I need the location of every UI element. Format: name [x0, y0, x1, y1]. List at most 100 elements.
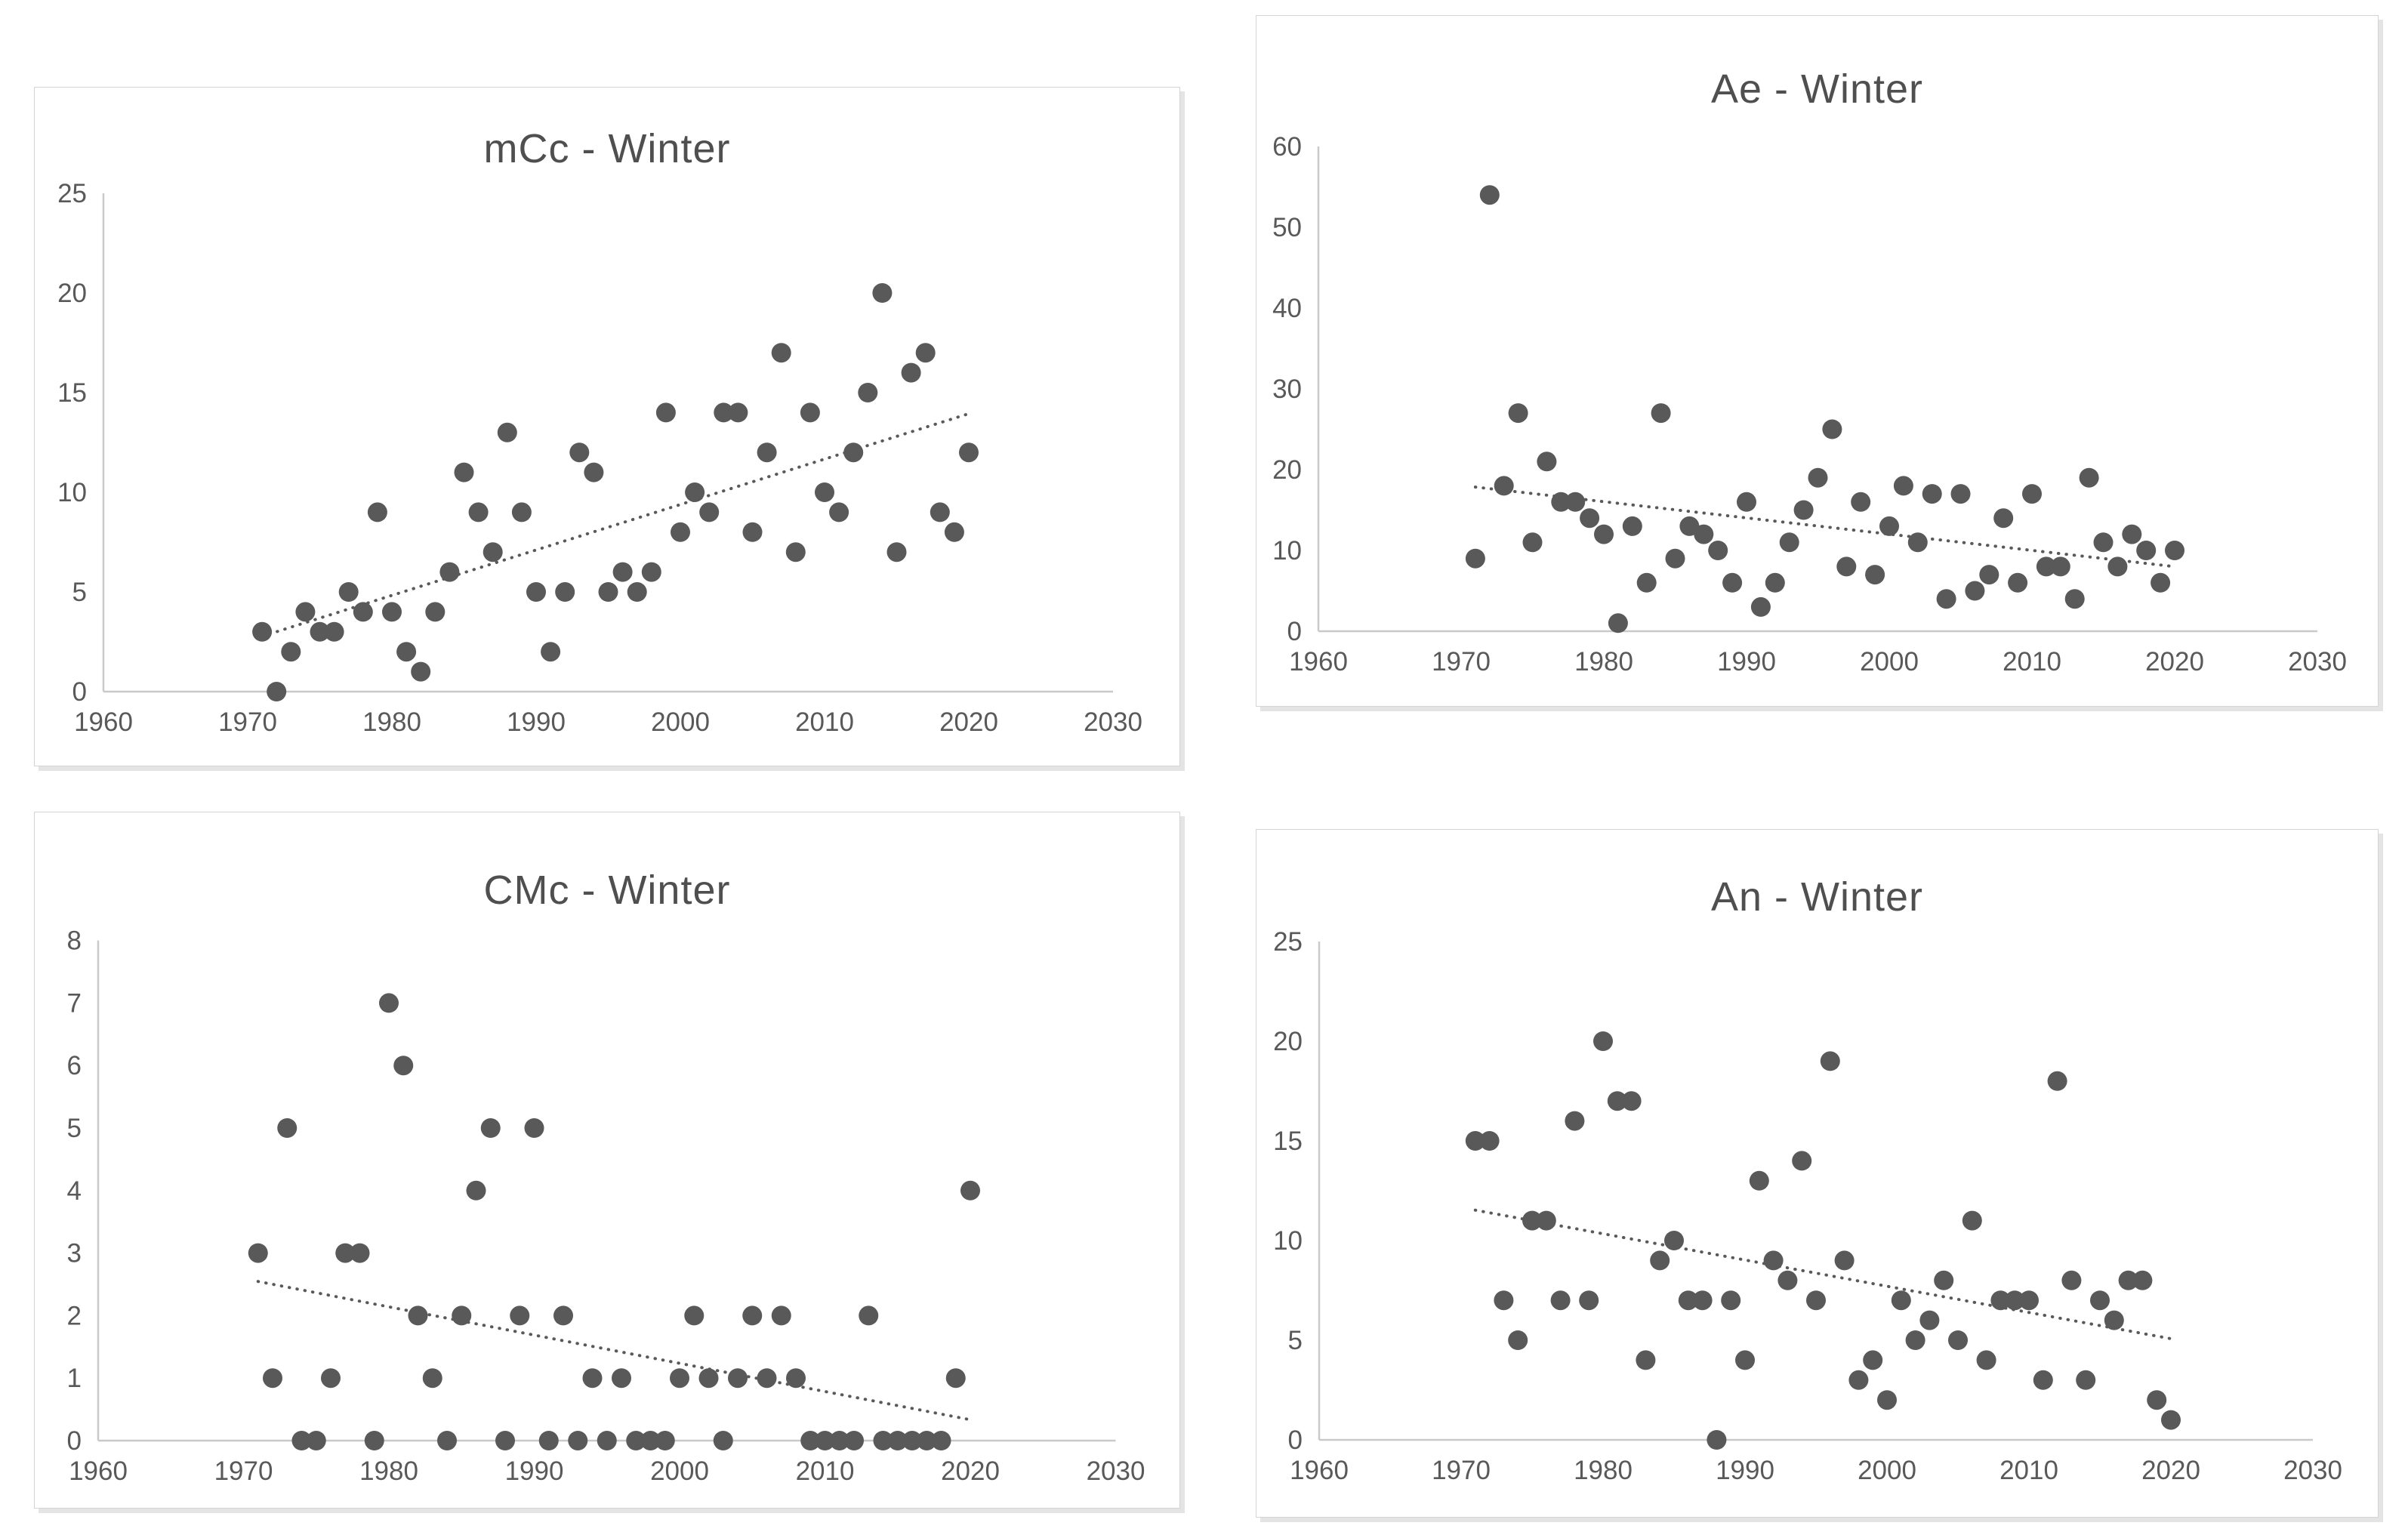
data-point [382, 602, 402, 622]
x-tick-label: 2000 [650, 1456, 709, 1486]
data-point [1465, 1131, 1485, 1151]
chart-panel-an-winter[interactable]: An - Winter 0 5 10 15 20 25 1960 1970 1980 1990 20… [1256, 829, 2379, 1518]
data-point [1494, 1290, 1514, 1311]
data-point [277, 1118, 298, 1138]
data-point [2022, 484, 2042, 504]
data-point [1792, 1151, 1812, 1171]
data-point [757, 1368, 777, 1389]
data-point [468, 502, 489, 522]
data-point [671, 522, 690, 542]
y-tick-label: 3 [67, 1239, 82, 1268]
data-point [1820, 1051, 1840, 1071]
y-tick-label: 1 [67, 1364, 82, 1393]
data-point [452, 1305, 472, 1326]
data-point [2132, 1270, 2153, 1290]
x-tick-label: 1980 [1574, 647, 1633, 677]
data-point [917, 1431, 937, 1450]
data-point [1891, 1290, 1911, 1311]
y-tick-label: 0 [72, 677, 87, 707]
data-point [295, 602, 316, 622]
data-point [1749, 1170, 1769, 1191]
data-point [2047, 1071, 2067, 1091]
data-point [655, 1431, 675, 1450]
data-point [1608, 613, 1628, 633]
data-point [1664, 1231, 1684, 1250]
data-point [931, 1431, 951, 1450]
data-point [367, 502, 387, 522]
data-point [1990, 1290, 2011, 1311]
data-point [584, 462, 604, 482]
data-point [364, 1431, 384, 1450]
data-point [1793, 500, 1814, 520]
data-point [310, 621, 330, 642]
data-point [1594, 524, 1614, 544]
data-point [2005, 1290, 2025, 1311]
y-tick-label: 40 [1272, 294, 1302, 323]
data-point [1550, 1290, 1571, 1311]
data-point [640, 1431, 661, 1450]
data-point [568, 1431, 588, 1450]
data-point [612, 1368, 631, 1389]
x-tick-label: 2000 [1858, 1456, 1916, 1485]
y-tick-label: 20 [1272, 455, 1302, 485]
y-tick-label: 5 [1288, 1326, 1303, 1355]
data-point [553, 1305, 573, 1326]
data-point [1976, 1350, 1996, 1370]
data-point [698, 1368, 719, 1389]
y-tick-label: 0 [67, 1426, 82, 1456]
data-point [1808, 467, 1828, 488]
data-point [1565, 492, 1586, 512]
data-point [321, 1368, 341, 1389]
data-point [1679, 516, 1700, 536]
data-point [411, 661, 431, 682]
data-point [843, 442, 864, 463]
y-tick-label: 0 [1288, 1426, 1303, 1455]
data-point [1551, 492, 1571, 512]
data-point [2019, 1290, 2039, 1311]
data-point [454, 462, 474, 482]
x-tick-label: 2020 [2141, 1456, 2200, 1485]
chart-panel-cmc-winter[interactable]: CMc - Winter 0 1 2 3 4 5 6 7 8 1960 1970 1980 1990 20… [34, 812, 1180, 1509]
data-point [1636, 1350, 1656, 1370]
data-point [612, 562, 633, 582]
data-point [338, 582, 359, 602]
y-tick-label: 20 [1273, 1027, 1303, 1056]
data-point [873, 1431, 893, 1450]
x-tick-label: 2030 [2283, 1456, 2342, 1485]
x-tick-label: 1960 [74, 707, 133, 737]
data-point [742, 522, 763, 542]
data-point [886, 542, 907, 563]
data-point [1834, 1250, 1855, 1271]
chart-title: mCc - Winter [483, 126, 731, 171]
data-point [1565, 1111, 1585, 1131]
x-tick-label: 1970 [218, 707, 277, 737]
chart-panel-mcc-winter[interactable]: mCc - Winter 0 5 10 15 20 25 1960 1970 1980 1990 2… [34, 87, 1180, 766]
data-point [510, 1305, 530, 1326]
data-point [1948, 1330, 1968, 1350]
data-point [2008, 572, 2028, 593]
data-point [771, 1305, 791, 1326]
data-point [1950, 484, 1971, 504]
data-point [815, 1431, 835, 1450]
y-tick-label: 0 [1287, 617, 1302, 646]
data-point [1893, 476, 1913, 496]
data-point [872, 283, 893, 303]
data-point [2093, 532, 2114, 553]
data-point [1651, 403, 1671, 424]
x-tick-label: 2000 [651, 707, 710, 737]
x-tick-label: 1960 [69, 1456, 128, 1486]
scatter-points [252, 283, 979, 701]
chart-panel-ae-winter[interactable]: Ae - Winter 0 10 20 30 40 50 60 1960 1970 1980 199… [1256, 15, 2379, 707]
x-tick-label: 2000 [1860, 647, 1919, 677]
y-tick-label: 2 [67, 1301, 82, 1330]
data-point [252, 621, 273, 642]
scatter-points [1465, 1031, 2181, 1450]
data-point [1707, 1430, 1727, 1450]
data-point [538, 1431, 559, 1450]
data-point [267, 682, 287, 701]
x-tick-label: 2010 [796, 1456, 855, 1486]
data-point [901, 362, 921, 383]
data-point [714, 402, 734, 423]
data-point [902, 1431, 922, 1450]
x-tick-label: 1960 [1289, 647, 1348, 677]
